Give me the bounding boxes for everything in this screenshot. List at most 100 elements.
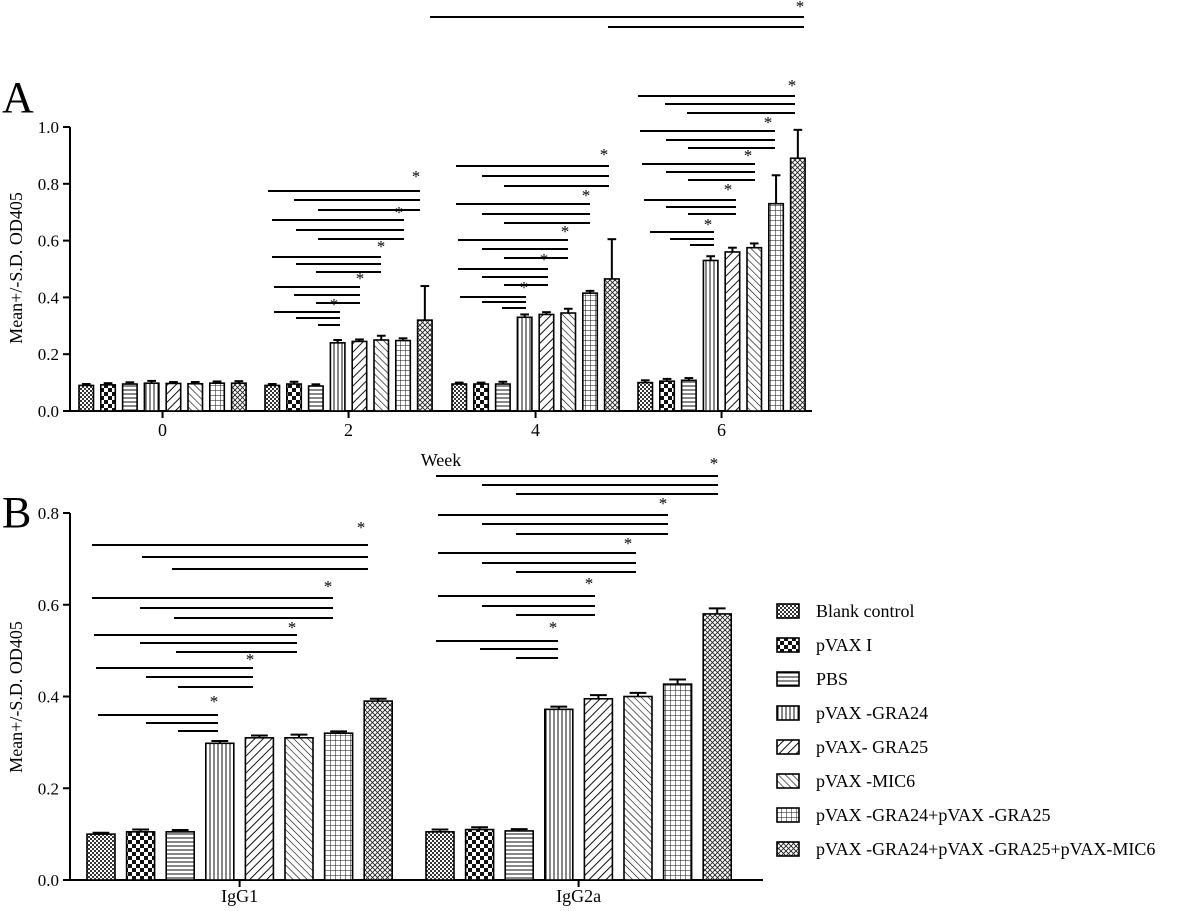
bar bbox=[425, 831, 455, 881]
x-tick-label: 6 bbox=[717, 420, 726, 440]
legend-swatch bbox=[776, 841, 800, 857]
legend-item: PBS bbox=[776, 668, 1200, 702]
significance-star: * bbox=[520, 278, 529, 297]
bar bbox=[121, 383, 138, 412]
significance-star: * bbox=[377, 237, 386, 256]
significance-star: * bbox=[788, 76, 797, 95]
chart-panel-a: 0.00.20.40.60.81.00 2 4 6 **************** … bbox=[6, 0, 812, 470]
significance-star: * bbox=[561, 222, 570, 241]
y-axis-label-a: Mean+/-S.D. OD405 bbox=[6, 192, 26, 344]
bar bbox=[543, 708, 574, 881]
y-tick-label: 0.0 bbox=[38, 402, 59, 421]
significance-star: * bbox=[710, 454, 719, 473]
legend-swatch bbox=[776, 807, 800, 823]
significance-star: * bbox=[724, 180, 733, 199]
significance-star: * bbox=[412, 167, 421, 186]
legend-swatch bbox=[776, 603, 800, 619]
legend-item: pVAX- GRA25 bbox=[776, 736, 1200, 770]
bar bbox=[373, 339, 390, 412]
bar bbox=[680, 379, 697, 412]
y-tick-label: 0.8 bbox=[38, 504, 59, 523]
bar bbox=[284, 736, 314, 881]
bar bbox=[789, 157, 806, 412]
bar bbox=[86, 833, 116, 881]
bar bbox=[209, 382, 226, 412]
legend-label: pVAX -GRA24 bbox=[816, 703, 929, 723]
significance-star: * bbox=[796, 0, 805, 16]
legend-swatch bbox=[776, 739, 800, 755]
significance-star: * bbox=[600, 145, 609, 164]
legend-swatch bbox=[776, 637, 800, 653]
bar bbox=[504, 830, 535, 881]
x-tick-label: IgG2a bbox=[556, 886, 601, 906]
significance-star: * bbox=[356, 269, 365, 288]
bar bbox=[78, 384, 95, 412]
legend-label: pVAX -GRA24+pVAX -GRA25+pVAX-MIC6 bbox=[816, 839, 1156, 859]
significance-star: * bbox=[744, 146, 753, 165]
bar bbox=[244, 736, 275, 881]
bar bbox=[451, 383, 468, 412]
legend-swatch bbox=[776, 671, 800, 687]
bar bbox=[165, 831, 195, 881]
significance-star: * bbox=[549, 618, 558, 637]
y-tick-label: 0.2 bbox=[38, 779, 59, 798]
legend-label: pVAX I bbox=[816, 635, 873, 655]
significance-star: * bbox=[764, 113, 773, 132]
x-tick-label: 2 bbox=[344, 420, 353, 440]
bar bbox=[516, 316, 533, 412]
significance-star: * bbox=[585, 574, 594, 593]
bar bbox=[662, 683, 693, 881]
bar bbox=[100, 384, 117, 412]
legend-label: pVAX- GRA25 bbox=[816, 737, 929, 757]
bar bbox=[264, 384, 281, 412]
significance-star: * bbox=[324, 577, 333, 596]
x-tick-label: 0 bbox=[158, 420, 167, 440]
panel-label-b: B bbox=[2, 488, 31, 537]
bar bbox=[205, 742, 235, 881]
legend-item: Blank control bbox=[776, 600, 1200, 634]
bar bbox=[538, 313, 555, 412]
bar bbox=[472, 383, 490, 412]
significance-star: * bbox=[540, 250, 549, 269]
y-tick-label: 0.4 bbox=[38, 688, 60, 707]
chart-panel-b: 0.0 0.2 0.4 0.6 0.8 IgG1 IgG2a * * * * * * * * * * Mean… bbox=[6, 454, 763, 906]
significance-star: * bbox=[624, 534, 633, 553]
significance-star: * bbox=[210, 692, 219, 711]
bar bbox=[307, 385, 324, 412]
legend-item: pVAX -MIC6 bbox=[776, 770, 1200, 804]
legend-item: pVAX -GRA24+pVAX -GRA25 bbox=[776, 804, 1200, 838]
significance-star: * bbox=[330, 295, 339, 314]
x-tick-label: IgG1 bbox=[221, 886, 258, 906]
bar bbox=[637, 381, 654, 412]
legend-label: Blank control bbox=[816, 601, 915, 621]
bar bbox=[494, 383, 511, 412]
y-tick-label: 0.8 bbox=[38, 175, 59, 194]
significance-star: * bbox=[357, 518, 366, 537]
x-axis-label-a: Week bbox=[421, 450, 462, 470]
bar bbox=[143, 382, 160, 412]
panel-label-a: A bbox=[2, 73, 34, 122]
bar bbox=[323, 732, 354, 881]
bar bbox=[623, 695, 653, 881]
y-tick-label: 0.2 bbox=[38, 345, 59, 364]
bar bbox=[165, 382, 182, 412]
x-tick-label: 4 bbox=[531, 420, 540, 440]
y-tick-label: 0.6 bbox=[38, 596, 59, 615]
y-tick-label: 0.6 bbox=[38, 232, 59, 251]
legend: Blank control pVAX I PBS pVAX -GRA24 pVAX- G… bbox=[776, 600, 1200, 872]
significance-star: * bbox=[288, 618, 297, 637]
legend-label: PBS bbox=[816, 669, 849, 689]
bar bbox=[767, 202, 785, 412]
legend-swatch bbox=[776, 773, 800, 789]
y-tick-label: 0.4 bbox=[38, 288, 60, 307]
bar bbox=[583, 697, 614, 881]
bar bbox=[125, 831, 156, 881]
bar bbox=[560, 312, 577, 412]
legend-item: pVAX -GRA24+pVAX -GRA25+pVAX-MIC6 bbox=[776, 838, 1200, 872]
legend-swatch bbox=[776, 705, 800, 721]
legend-label: pVAX -MIC6 bbox=[816, 771, 916, 791]
y-tick-label: 1.0 bbox=[38, 118, 59, 137]
bar bbox=[746, 246, 763, 412]
bar bbox=[351, 340, 368, 412]
